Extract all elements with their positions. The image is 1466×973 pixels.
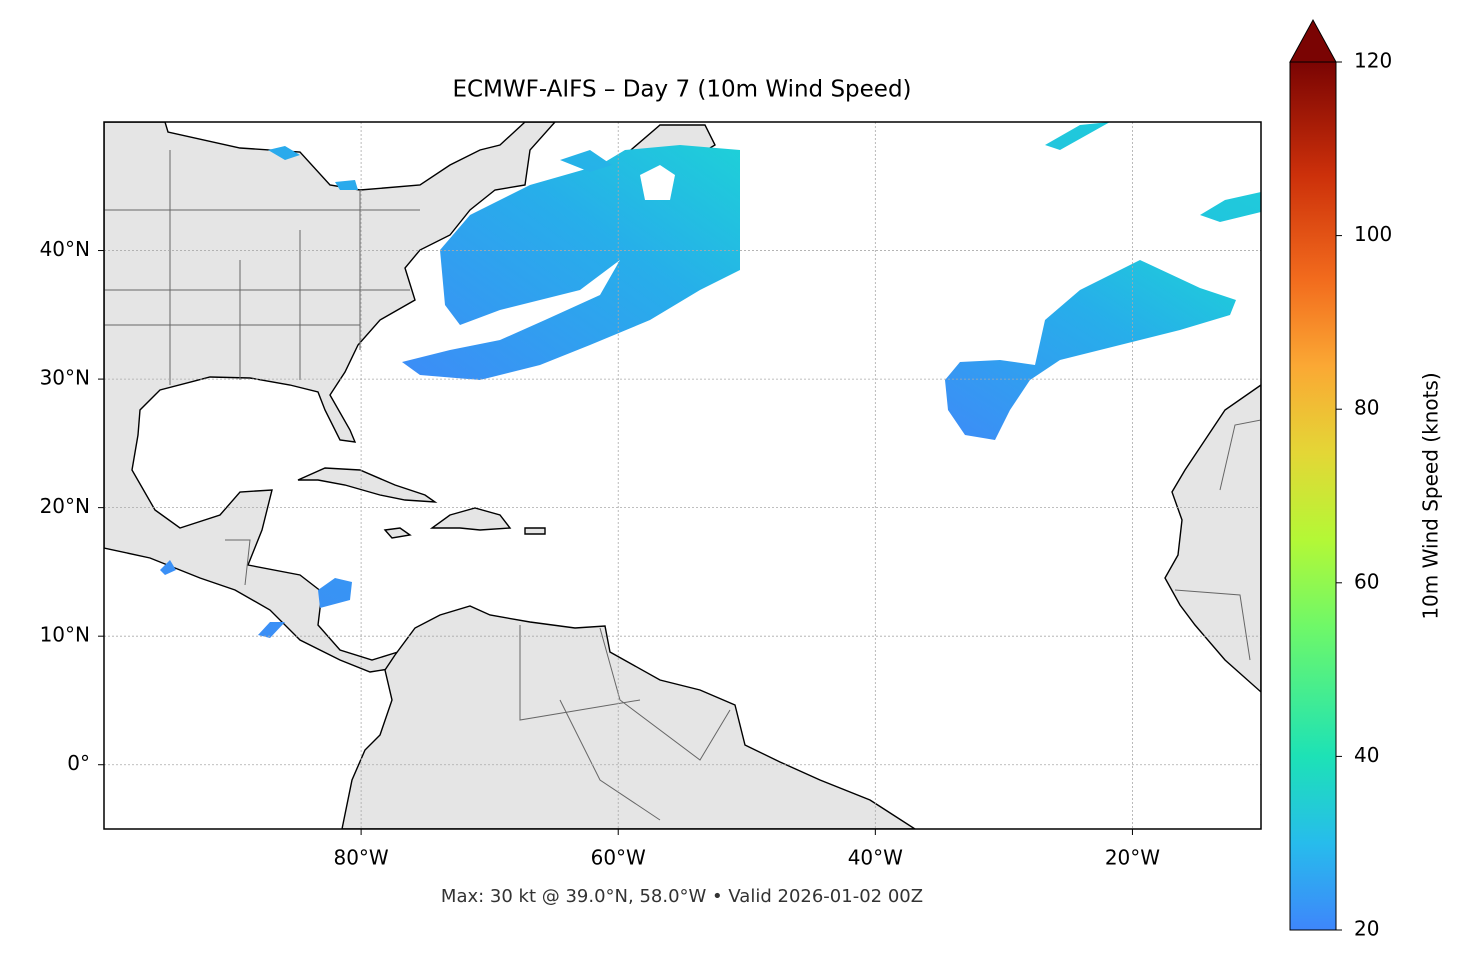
x-tick-label: 80°W bbox=[333, 846, 388, 870]
borders bbox=[104, 150, 1261, 821]
colorbar-tick-label: 80 bbox=[1354, 396, 1379, 420]
map-frame bbox=[103, 121, 1262, 830]
map-area bbox=[104, 122, 1261, 829]
colorbar-extend bbox=[1289, 18, 1337, 63]
map-title: ECMWF-AIFS – Day 7 (10m Wind Speed) bbox=[452, 77, 911, 103]
south-america bbox=[341, 605, 917, 829]
hispaniola bbox=[429, 507, 512, 531]
footer: Max: 30 kt @ 39.0°N, 58.0°W • Valid 2026… bbox=[441, 886, 923, 907]
colorbar-tick-label: 100 bbox=[1354, 222, 1392, 246]
x-tick-label: 40°W bbox=[848, 846, 903, 870]
colorbar-tick-label: 60 bbox=[1354, 569, 1379, 593]
africa bbox=[1164, 384, 1261, 693]
y-tick-label: 40°N bbox=[40, 237, 90, 261]
colorbar-tick-label: 120 bbox=[1354, 49, 1392, 73]
x-tick-label: 60°W bbox=[591, 846, 646, 870]
y-tick-label: 30°N bbox=[40, 366, 90, 390]
y-tick-label: 20°N bbox=[40, 494, 90, 518]
x-tick-label: 20°W bbox=[1105, 846, 1160, 870]
graticule bbox=[104, 122, 1261, 829]
wind-gap bbox=[640, 165, 675, 200]
colorbar-tick-label: 20 bbox=[1354, 917, 1379, 941]
colorbar-tick-label: 40 bbox=[1354, 743, 1379, 767]
y-tick-label: 0° bbox=[67, 751, 90, 775]
y-tick-label: 10°N bbox=[40, 623, 90, 647]
cuba bbox=[297, 467, 438, 503]
puerto-rico bbox=[524, 527, 546, 535]
wind-field bbox=[402, 145, 740, 380]
colorbar bbox=[1289, 61, 1337, 931]
colorbar-label: 10m Wind Speed (knots) bbox=[1419, 372, 1443, 619]
jamaica bbox=[383, 527, 412, 539]
wind-field bbox=[945, 260, 1236, 440]
